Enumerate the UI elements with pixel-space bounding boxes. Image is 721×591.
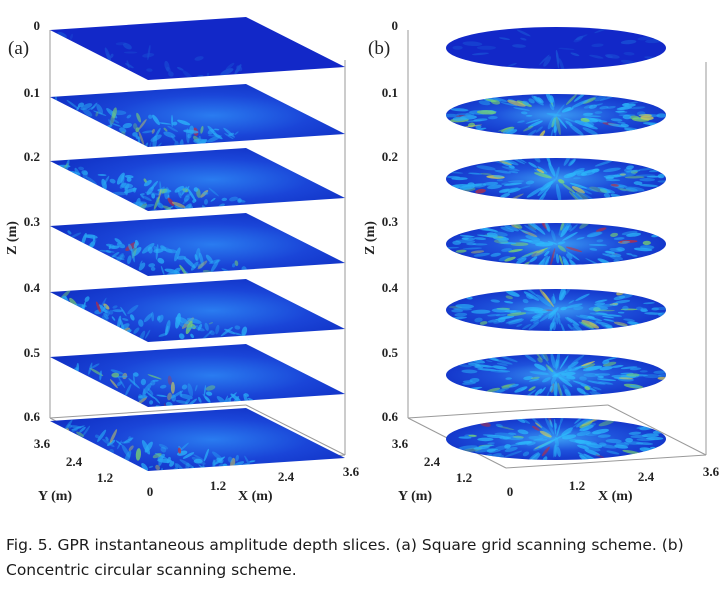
depth-slice xyxy=(446,94,666,136)
depth-slice xyxy=(446,289,666,331)
panel-b-y-axis-label: Y (m) xyxy=(398,489,432,504)
depth-slice xyxy=(50,408,345,471)
panel-a-x-axis-label: X (m) xyxy=(238,489,273,504)
depth-slice xyxy=(446,158,666,200)
y-tick-label: 1.2 xyxy=(97,470,113,485)
y-tick-label: 3.6 xyxy=(34,436,51,451)
panel-a-z-tick-labels: 0 0.1 0.2 0.3 0.4 0.5 0.6 xyxy=(24,18,41,424)
panel-a-z-axis-label: Z (m) xyxy=(5,221,20,255)
depth-slice xyxy=(446,223,666,265)
depth-slice xyxy=(50,279,345,342)
x-tick-label: 3.6 xyxy=(703,464,720,479)
y-tick-label: 2.4 xyxy=(424,454,441,469)
panel-a-y-axis-label: Y (m) xyxy=(38,489,72,504)
x-tick-label: 1.2 xyxy=(210,478,226,493)
depth-slice xyxy=(446,418,666,460)
x-tick-label: 0 xyxy=(507,484,514,499)
panel-a-depth-slices xyxy=(50,17,345,471)
caption-line-2: Concentric circular scanning scheme. xyxy=(6,561,297,579)
panel-b-z-tick-labels: 0 0.1 0.2 0.3 0.4 0.5 0.6 xyxy=(382,18,399,424)
z-tick-label: 0.5 xyxy=(24,345,41,360)
panel-b-depth-slices xyxy=(446,27,666,460)
z-tick-label: 0 xyxy=(392,18,399,33)
panel-b-x-tick-labels: 0 1.2 2.4 3.6 xyxy=(507,464,720,499)
depth-slice xyxy=(446,354,666,396)
z-tick-label: 0.4 xyxy=(24,280,41,295)
depth-slice xyxy=(50,17,345,80)
x-tick-label: 3.6 xyxy=(343,464,360,479)
panel-a-x-tick-labels: 0 1.2 2.4 3.6 xyxy=(147,464,360,499)
caption-line-1: Fig. 5. GPR instantaneous amplitude dept… xyxy=(6,536,684,554)
z-tick-label: 0.2 xyxy=(24,149,40,164)
depth-slice xyxy=(446,27,666,69)
y-tick-label: 1.2 xyxy=(456,470,472,485)
z-tick-label: 0.3 xyxy=(382,214,399,229)
figure-caption: Fig. 5. GPR instantaneous amplitude dept… xyxy=(6,533,711,583)
z-tick-label: 0.3 xyxy=(24,214,41,229)
z-tick-label: 0.6 xyxy=(382,409,399,424)
panel-b-axes xyxy=(407,30,707,469)
y-tick-label: 2.4 xyxy=(66,454,83,469)
panel-b-y-tick-labels: 3.6 2.4 1.2 xyxy=(392,436,472,485)
x-tick-label: 0 xyxy=(147,484,154,499)
z-tick-label: 0 xyxy=(34,18,41,33)
z-tick-label: 0.6 xyxy=(24,409,41,424)
panel-b-concentric-circular: (b) 0 0.1 0.2 0.3 0.4 0.5 0.6 Z (m) 3.6 … xyxy=(363,18,720,504)
z-tick-label: 0.1 xyxy=(24,85,40,100)
panel-a-y-tick-labels: 3.6 2.4 1.2 xyxy=(34,436,113,485)
panel-b-x-axis-label: X (m) xyxy=(598,489,633,504)
z-tick-label: 0.5 xyxy=(382,345,399,360)
z-tick-label: 0.4 xyxy=(382,280,399,295)
y-tick-label: 3.6 xyxy=(392,436,409,451)
panel-b-z-axis-label: Z (m) xyxy=(363,221,378,255)
x-tick-label: 1.2 xyxy=(569,478,585,493)
panel-b-label: (b) xyxy=(368,38,390,59)
z-tick-label: 0.2 xyxy=(382,149,398,164)
panel-a-square-grid: (a) 0 0.1 0.2 0.3 0.4 0.5 0.6 Z (m) 3.6 … xyxy=(5,17,360,504)
z-tick-label: 0.1 xyxy=(382,85,398,100)
panel-a-label: (a) xyxy=(8,38,29,59)
figure-panels: (a) 0 0.1 0.2 0.3 0.4 0.5 0.6 Z (m) 3.6 … xyxy=(5,17,720,504)
x-tick-label: 2.4 xyxy=(638,469,655,484)
x-tick-label: 2.4 xyxy=(278,469,295,484)
